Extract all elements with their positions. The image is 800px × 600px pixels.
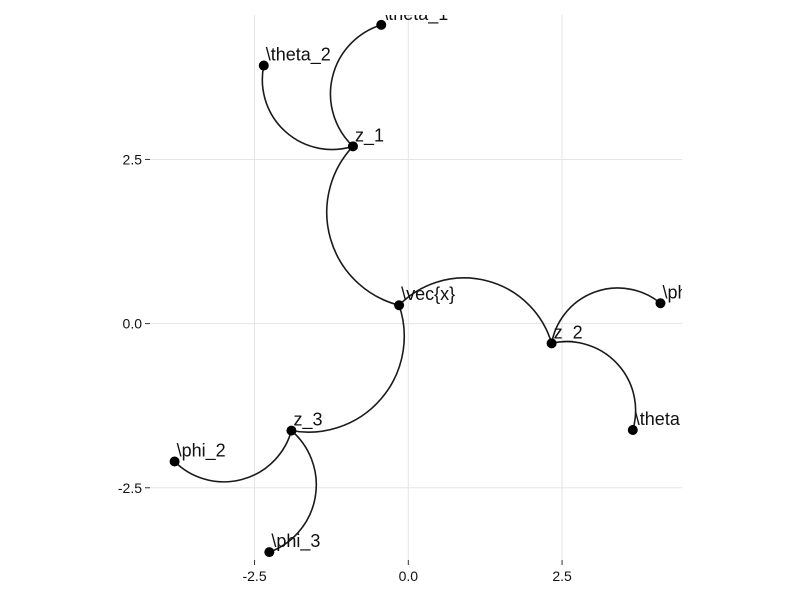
- y-tick-label: -2.5: [118, 480, 142, 496]
- node-label-theta: \theta: [635, 409, 681, 429]
- node-label-z1: z_1: [355, 125, 384, 146]
- node-z2: [546, 338, 557, 349]
- edge-z2-phi: [550, 287, 661, 344]
- grid: [150, 15, 682, 560]
- edge-x-z2: [398, 277, 553, 344]
- y-tick-label: 2.5: [123, 151, 143, 167]
- edge-x-z3: [291, 304, 406, 433]
- edge-z3-phi2: [174, 430, 293, 483]
- node-label-z3: z_3: [293, 410, 322, 431]
- node-phi2: [169, 456, 180, 467]
- node-phi: [655, 298, 666, 309]
- edge-z1-theta1: [329, 24, 382, 147]
- axis-ticks: -2.5 0.0 2.5 2.5 0.0 -2.5: [118, 151, 572, 584]
- edge-z1-theta2: [261, 65, 354, 151]
- node-z1: [347, 141, 358, 152]
- node-phi3: [264, 547, 275, 558]
- edge-z2-theta: [551, 340, 637, 431]
- node-label-theta2: \theta_2: [266, 45, 331, 66]
- node-labels: \vec{x} z_1 z_2 z_3 \theta_1 \theta_2 \ph \thet…: [177, 4, 687, 552]
- node-z3: [286, 425, 297, 436]
- node-label-theta1: \theta_1: [383, 4, 448, 25]
- node-label-x: \vec{x}: [401, 284, 455, 304]
- node-label-phi3: \phi_3: [271, 531, 320, 552]
- edge-x-z1: [325, 145, 400, 307]
- edges: [174, 24, 661, 553]
- x-tick-label: 0.0: [399, 568, 419, 584]
- x-tick-label: 2.5: [552, 568, 572, 584]
- x-tick-label: -2.5: [242, 568, 266, 584]
- y-tick-label: 0.0: [123, 316, 143, 332]
- node-label-phi2: \phi_2: [177, 441, 226, 462]
- node-label-z2: z_2: [554, 322, 583, 343]
- node-theta2: [258, 60, 269, 71]
- node-x: [394, 300, 405, 311]
- node-theta: [627, 424, 638, 435]
- nodes: [169, 19, 666, 558]
- node-label-phi: \ph: [662, 282, 687, 302]
- node-theta1: [376, 19, 387, 30]
- edge-z3-phi3: [269, 430, 318, 553]
